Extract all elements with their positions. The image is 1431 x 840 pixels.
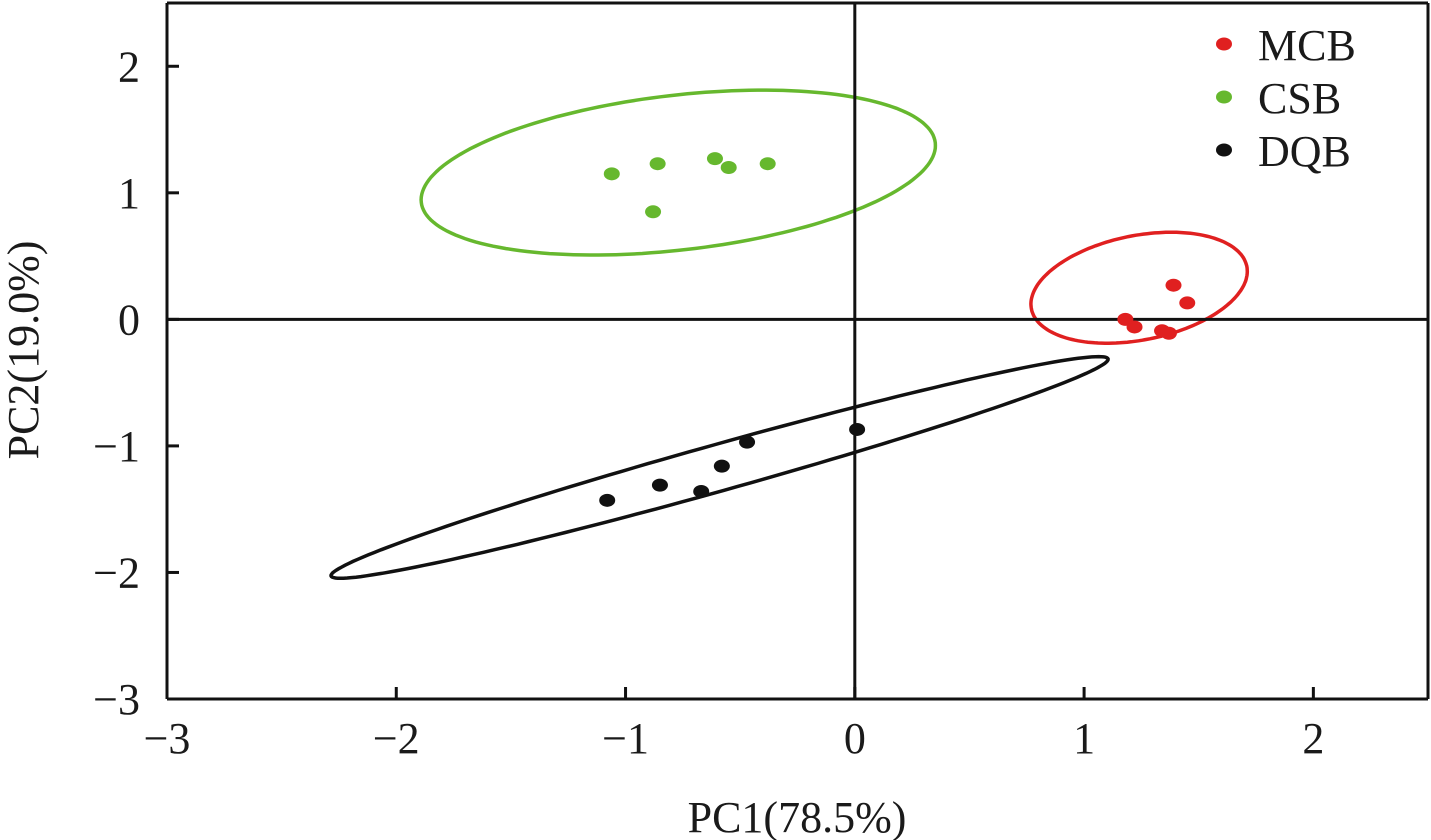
y-tick-label: −3 (93, 675, 140, 724)
point-mcb-6 (1179, 296, 1196, 310)
legend-marker-csb (1216, 90, 1232, 104)
point-dqb-3 (693, 484, 710, 498)
confidence-ellipses (329, 88, 1250, 580)
point-csb-1 (603, 167, 620, 181)
legend-label-dqb: DQB (1258, 127, 1351, 176)
y-axis-title: PC2(19.0%) (0, 241, 48, 460)
point-csb-3 (645, 205, 662, 219)
y-tick-label: 1 (118, 169, 140, 218)
legend-label-csb: CSB (1258, 74, 1341, 123)
point-csb-5 (720, 161, 737, 175)
point-dqb-2 (651, 478, 668, 492)
point-mcb-4 (1160, 326, 1177, 340)
y-tick-label: −2 (93, 548, 140, 597)
y-tick-label: 0 (118, 295, 140, 344)
y-tick-label: 2 (118, 42, 140, 91)
x-tick-label: −1 (602, 714, 649, 763)
legend-label-mcb: MCB (1258, 21, 1356, 70)
point-mcb-5 (1165, 278, 1182, 292)
data-points (599, 152, 1196, 507)
ellipse-mcb (1029, 230, 1250, 345)
point-csb-6 (759, 157, 776, 171)
ellipse-dqb (329, 354, 1110, 580)
point-dqb-6 (849, 422, 866, 436)
x-tick-label: −2 (373, 714, 420, 763)
point-dqb-4 (713, 459, 730, 473)
legend-marker-mcb (1216, 37, 1232, 51)
x-tick-label: 0 (844, 714, 866, 763)
point-csb-2 (649, 157, 666, 171)
point-dqb-1 (599, 493, 616, 507)
ellipse-csb (419, 88, 938, 257)
x-tick-label: 1 (1073, 714, 1095, 763)
point-csb-4 (706, 152, 723, 166)
legend-marker-dqb (1216, 143, 1232, 157)
axes: −3 −2 −1 0 1 2 −3 −2 −1 0 1 2 (93, 1, 1430, 763)
x-tick-label: −3 (144, 714, 191, 763)
y-tick-label: −1 (93, 422, 140, 471)
point-mcb-2 (1126, 320, 1143, 334)
x-axis-title: PC1(78.5%) (688, 793, 907, 840)
reference-lines (167, 3, 1428, 699)
point-dqb-5 (739, 435, 756, 449)
x-tick-label: 2 (1302, 714, 1324, 763)
